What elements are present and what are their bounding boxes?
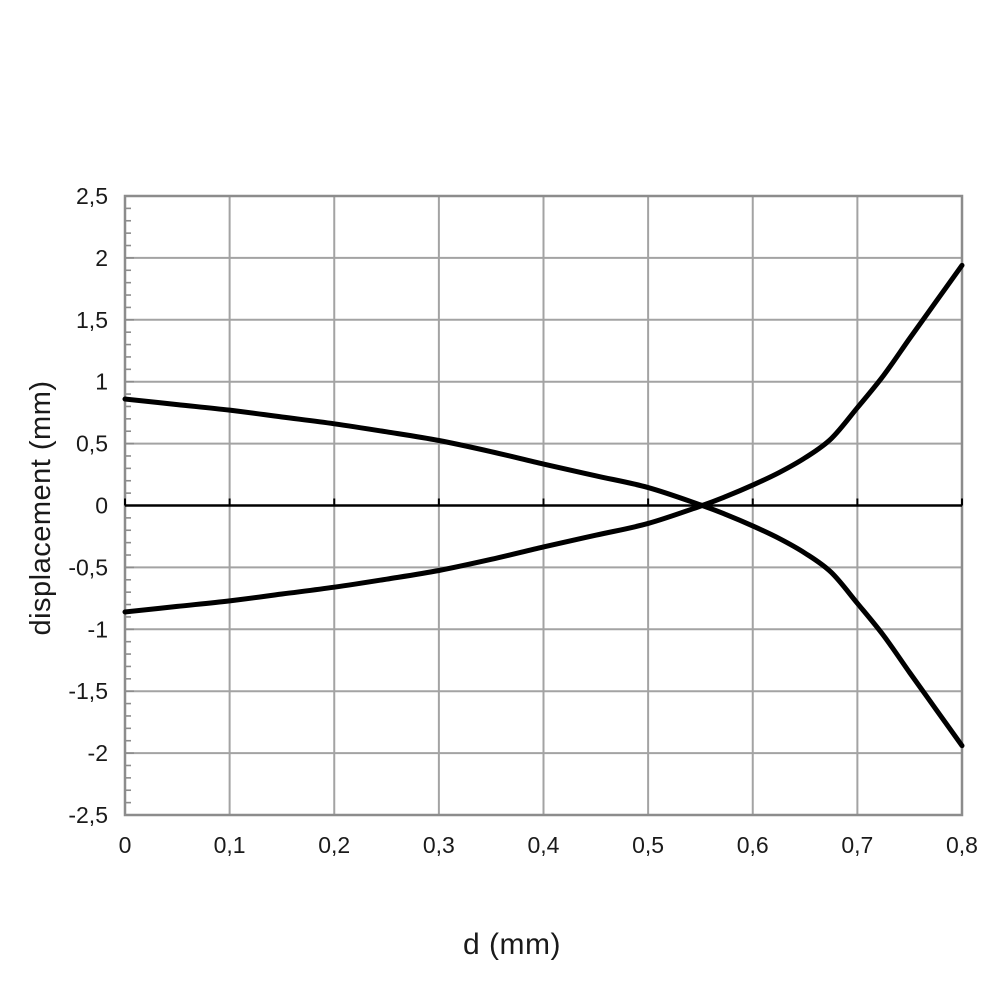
y-tick-label: 0 — [95, 493, 108, 519]
y-tick-label: -2,5 — [68, 802, 108, 828]
x-tick-label: 0,3 — [423, 832, 455, 858]
x-tick-label: 0,1 — [214, 832, 246, 858]
x-tick-label: 0,7 — [841, 832, 873, 858]
x-tick-label: 0,4 — [528, 832, 560, 858]
y-axis-title: displacement (mm) — [25, 380, 57, 636]
x-tick-label: 0 — [119, 832, 132, 858]
y-tick-label: -1 — [88, 616, 108, 642]
y-tick-label: 1,5 — [76, 307, 108, 333]
y-tick-label: -0,5 — [68, 554, 108, 580]
x-tick-label: 0,5 — [632, 832, 664, 858]
x-tick-label: 0,2 — [318, 832, 350, 858]
curve-descending — [122, 396, 965, 749]
curve-ascending — [122, 262, 965, 615]
x-axis-title: d (mm) — [463, 928, 561, 961]
y-tick-label: 2,5 — [76, 183, 108, 209]
y-tick-label: -1,5 — [68, 678, 108, 704]
y-tick-label: 1 — [95, 369, 108, 395]
y-tick-label: 0,5 — [76, 431, 108, 457]
x-tick-label: 0,8 — [946, 832, 978, 858]
y-tick-label: -2 — [88, 740, 108, 766]
x-tick-label: 0,6 — [737, 832, 769, 858]
y-tick-label: 2 — [95, 245, 108, 271]
